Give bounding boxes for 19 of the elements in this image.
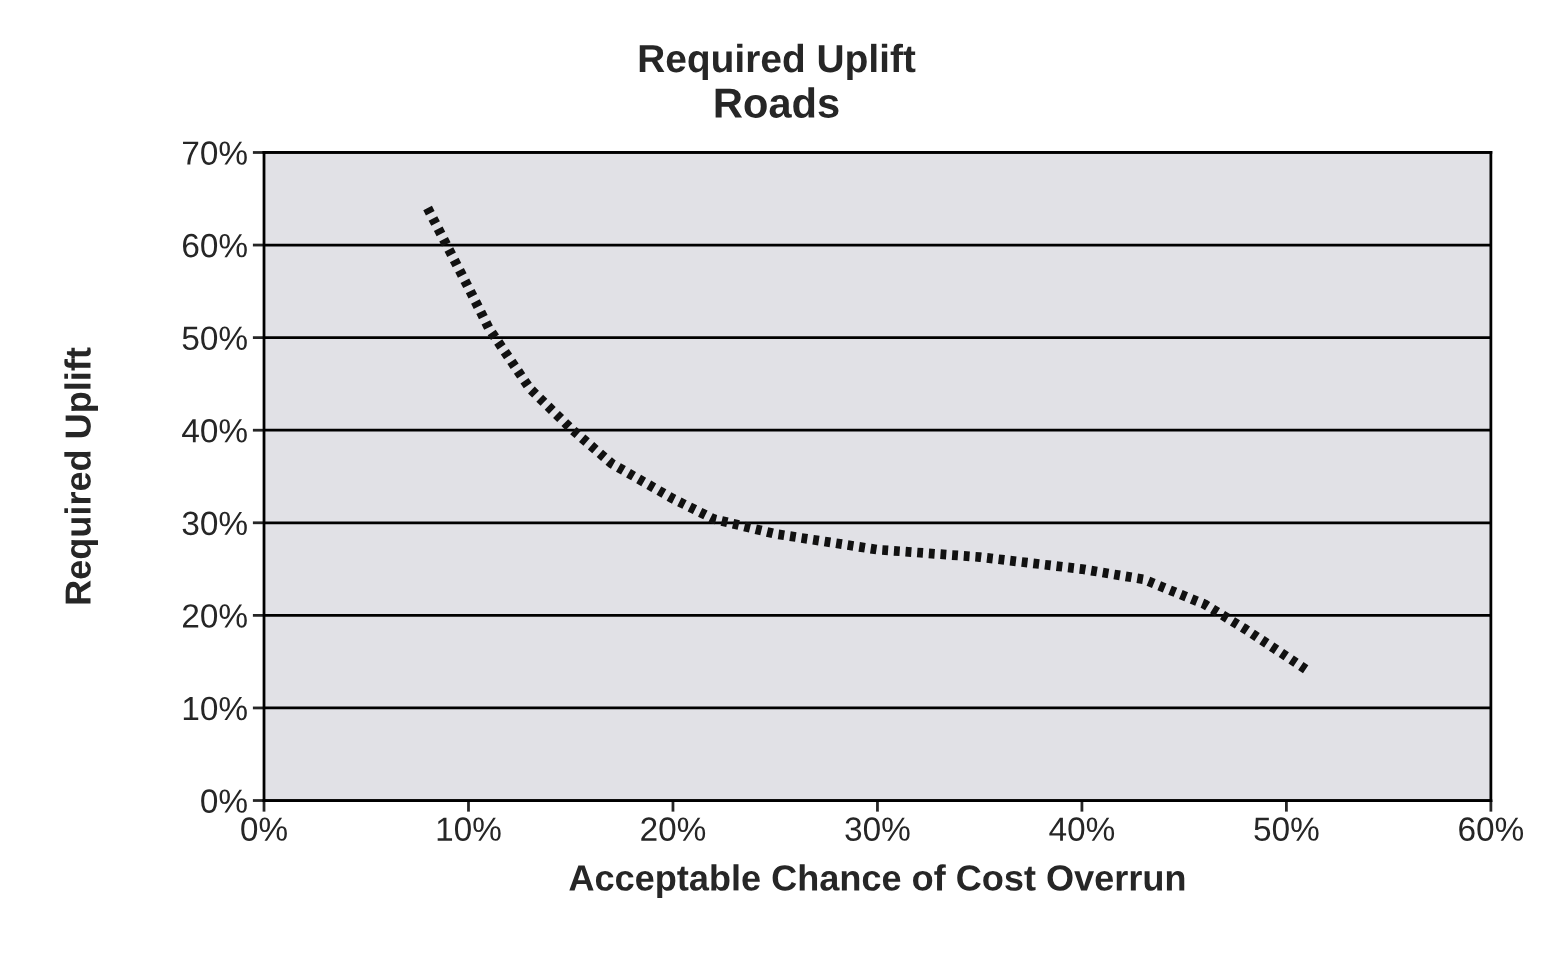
x-axis-title: Acceptable Chance of Cost Overrun [569,864,1185,898]
y-tick-label: 10% [183,696,247,721]
y-tick-label: 20% [183,604,247,628]
chart-title: Required Uplift [639,43,916,81]
y-axis-title: Required Uplift [64,347,98,604]
y-tick-label: 60% [183,233,247,258]
y-tick-label: 50% [182,326,247,351]
x-tick-label: 10% [437,817,501,841]
x-tick-label: 0% [241,817,287,841]
y-tick-label: 70% [183,141,247,165]
x-tick-label: 20% [641,817,706,841]
x-tick-label: 60% [1459,817,1524,841]
y-tick-label: 30% [182,511,247,536]
y-tick-label: 40% [182,419,247,443]
y-tick-label: 0% [201,789,247,813]
x-tick-label: 30% [845,817,910,841]
chart-subtitle: Roads [715,87,839,118]
x-tick-label: 50% [1254,817,1319,841]
x-tick-label: 40% [1049,817,1115,841]
